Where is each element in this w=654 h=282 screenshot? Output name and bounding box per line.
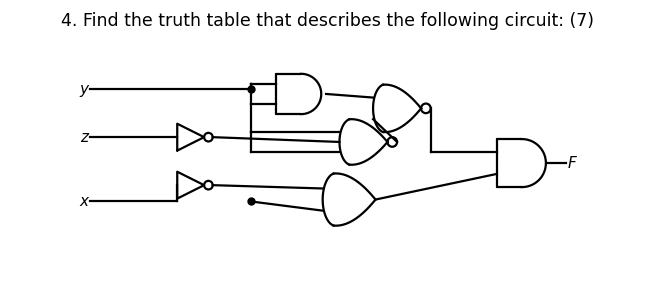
Text: F: F xyxy=(568,156,577,171)
Text: x: x xyxy=(79,194,88,209)
Text: y: y xyxy=(79,82,88,97)
Text: 4. Find the truth table that describes the following circuit: (7): 4. Find the truth table that describes t… xyxy=(61,12,593,30)
Text: z: z xyxy=(80,130,88,145)
